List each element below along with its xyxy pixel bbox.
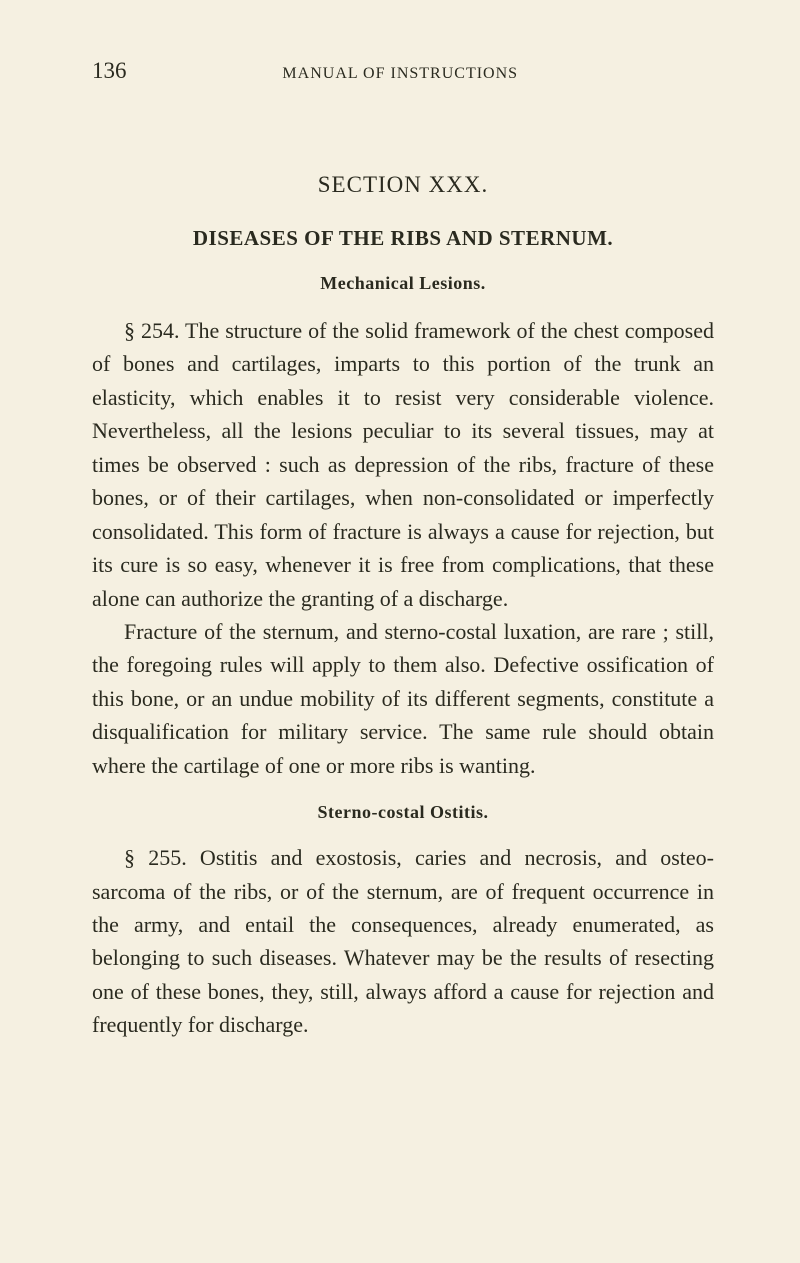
chapter-title: DISEASES OF THE RIBS AND STERNUM. <box>92 226 714 251</box>
section-heading: SECTION XXX. <box>92 172 714 198</box>
body-paragraph-fracture: Fracture of the sternum, and sterno-cost… <box>92 615 714 782</box>
subheading-sterno-costal-ostitis: Sterno-costal Ostitis. <box>92 802 714 823</box>
subheading-mechanical-lesions: Mechanical Lesions. <box>92 273 714 294</box>
body-paragraph-254: § 254. The structure of the solid framew… <box>92 314 714 615</box>
page-header: 136 MANUAL OF INSTRUCTIONS <box>92 58 714 84</box>
body-paragraph-255: § 255. Ostitis and exostosis, caries and… <box>92 841 714 1042</box>
running-head: MANUAL OF INSTRUCTIONS <box>87 65 715 83</box>
